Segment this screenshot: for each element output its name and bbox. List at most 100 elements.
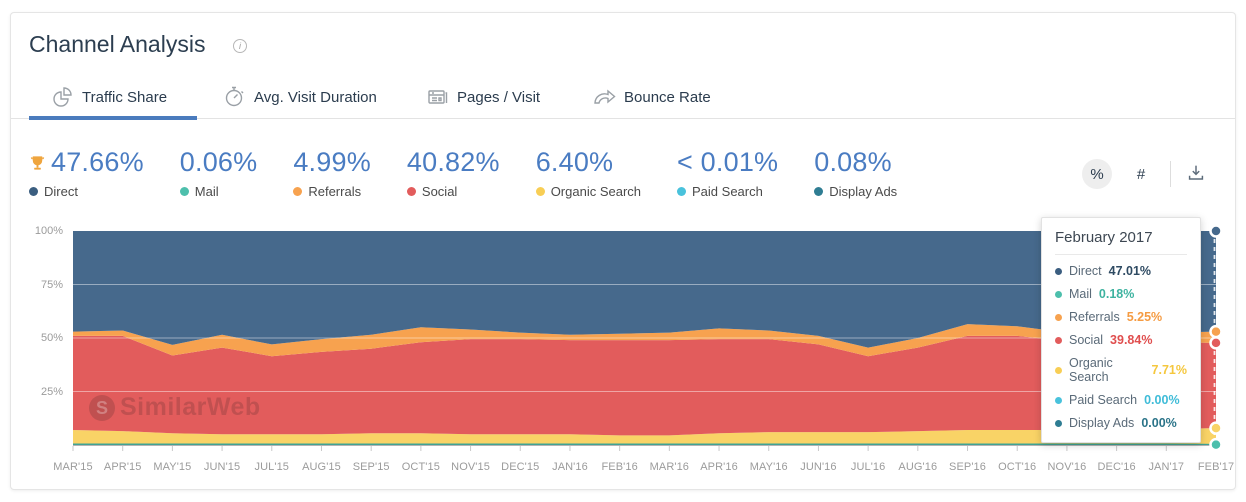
tooltip-label: Organic Search	[1069, 356, 1113, 384]
page-title: Channel Analysis	[29, 31, 206, 57]
x-tick-label: JAN'16	[552, 461, 588, 473]
x-tick-label: MAY'16	[749, 461, 788, 473]
stat-label: Paid Search	[692, 184, 763, 199]
tooltip-row-social: Social 39.84%	[1055, 333, 1187, 347]
number-toggle-button[interactable]: #	[1126, 159, 1156, 189]
tooltip-label: Paid Search	[1069, 393, 1138, 407]
x-tick-label: NOV'15	[451, 461, 490, 473]
x-tick-label: MAR'15	[53, 461, 93, 473]
percent-toggle-button[interactable]: %	[1082, 159, 1112, 189]
tab-traffic-share[interactable]: Traffic Share	[51, 75, 167, 119]
x-tick-label: JUL'16	[850, 461, 886, 473]
x-tick-label: SEP'16	[949, 461, 986, 473]
pie-chart-icon	[53, 87, 72, 107]
controls-divider	[1170, 161, 1171, 187]
channel-dot	[814, 187, 824, 196]
x-tick-label: APR'15	[103, 461, 142, 473]
x-tick-label: JUN'15	[203, 461, 241, 473]
tooltip-value: 47.01%	[1108, 264, 1152, 278]
end-marker-referrals[interactable]	[1209, 324, 1223, 339]
channel-dot	[406, 187, 416, 196]
tooltip-row-referrals: Referrals 5.25%	[1055, 310, 1187, 324]
stat-value: 6.40%	[535, 147, 614, 177]
stat-paid-search[interactable]: < 0.01% Paid Search	[677, 147, 778, 199]
y-tick-label: 25%	[40, 385, 63, 398]
tab-bounce-rate[interactable]: Bounce Rate	[591, 75, 711, 119]
stat-label: Direct	[44, 184, 78, 199]
y-tick-label: 100%	[34, 225, 63, 237]
stat-referrals[interactable]: 4.99% Referrals	[293, 147, 371, 199]
stat-display-ads[interactable]: 0.08% Display Ads	[814, 147, 897, 199]
stat-organic-search[interactable]: 6.40% Organic Search	[535, 147, 641, 199]
channel-dot	[1055, 267, 1062, 275]
stat-mail[interactable]: 0.06% Mail	[179, 147, 258, 199]
tooltip-row-organic-search: Organic Search 7.71%	[1055, 356, 1187, 384]
stat-direct[interactable]: 47.66% Direct	[29, 147, 144, 199]
y-tick-label: 75%	[40, 278, 63, 291]
tab-label: Bounce Rate	[624, 88, 711, 106]
stat-value: < 0.01%	[677, 147, 779, 177]
tooltip-row-mail: Mail 0.18%	[1055, 287, 1187, 301]
info-icon[interactable]: i	[233, 39, 247, 53]
x-tick-label: AUG'15	[302, 461, 341, 473]
x-tick-label: FEB'17	[1197, 461, 1235, 473]
stat-label: Display Ads	[829, 184, 898, 199]
tooltip-label: Social	[1069, 333, 1104, 347]
active-tab-underline	[29, 116, 197, 120]
channel-dot	[29, 187, 38, 196]
area-direct[interactable]	[73, 231, 1216, 348]
download-icon[interactable]	[1185, 162, 1207, 187]
stat-label: Social	[421, 184, 458, 199]
x-tick-label: FEB'16	[601, 461, 638, 473]
end-marker-organic-search[interactable]	[1209, 421, 1223, 435]
tooltip-label: Display Ads	[1069, 416, 1135, 430]
x-tick-label: OCT'15	[401, 461, 440, 473]
stopwatch-icon	[225, 86, 244, 107]
channel-dot	[1055, 396, 1062, 404]
end-marker-social[interactable]	[1209, 336, 1223, 350]
stat-value: 47.66%	[29, 147, 144, 178]
x-tick-label: APR'16	[700, 461, 738, 473]
tooltip-value: 0.18%	[1098, 287, 1135, 301]
end-marker-mail[interactable]	[1209, 437, 1223, 452]
stacked-area-chart[interactable]	[72, 224, 1223, 453]
chart-tooltip: February 2017 Direct 47.01% Mail 0.18% Refer…	[1041, 217, 1201, 443]
x-tick-label: JUN'16	[800, 461, 837, 473]
channel-dot	[179, 187, 189, 196]
channel-dot	[1055, 419, 1062, 427]
tab-label: Pages / Visit	[457, 88, 541, 106]
pages-icon	[428, 90, 448, 104]
stat-social[interactable]: 40.82% Social	[406, 147, 500, 199]
tooltip-label: Referrals	[1069, 310, 1120, 324]
channel-analysis-card: Channel Analysis i Traffic Share Avg. Vis…	[10, 12, 1236, 490]
tab-avg-visit-duration[interactable]: Avg. Visit Duration	[223, 75, 377, 119]
tooltip-value: 39.84%	[1110, 333, 1153, 347]
x-tick-label: SEP'15	[352, 461, 390, 473]
stat-value: 4.99%	[293, 147, 371, 177]
stat-value: 0.06%	[179, 147, 258, 177]
tooltip-value: 5.25%	[1126, 310, 1163, 324]
x-tick-label: OCT'16	[998, 461, 1037, 473]
area-organic-search[interactable]	[73, 428, 1216, 445]
x-tick-label: JUL'15	[254, 461, 290, 473]
x-tick-label: DEC'16	[1097, 461, 1136, 473]
end-marker-direct[interactable]	[1209, 224, 1223, 238]
x-tick-label: MAR'16	[649, 461, 690, 473]
tab-pages-visit[interactable]: Pages / Visit	[426, 75, 540, 119]
x-tick-label: AUG'16	[898, 461, 938, 473]
channel-dot	[1055, 366, 1062, 374]
stats-row: 47.66% Direct 0.06% Mail 4.99% Referrals 40.82…	[29, 147, 897, 199]
chart-controls: % #	[1082, 159, 1207, 189]
x-tick-label: NOV'16	[1047, 461, 1087, 473]
stat-label: Mail	[194, 184, 219, 199]
tooltip-label: Direct	[1069, 264, 1102, 278]
tooltip-row-paid-search: Paid Search 0.00%	[1055, 393, 1187, 407]
y-tick-label: 50%	[40, 332, 63, 344]
tabs-bar: Traffic Share Avg. Visit Duration Pages / …	[11, 75, 1235, 120]
tooltip-row-direct: Direct 47.01%	[1055, 264, 1187, 278]
channel-dot	[293, 187, 303, 196]
tooltip-row-display-ads: Display Ads 0.00%	[1055, 416, 1187, 430]
channel-dot	[1055, 290, 1062, 298]
x-tick-label: DEC'15	[501, 461, 540, 473]
area-social[interactable]	[73, 335, 1216, 436]
